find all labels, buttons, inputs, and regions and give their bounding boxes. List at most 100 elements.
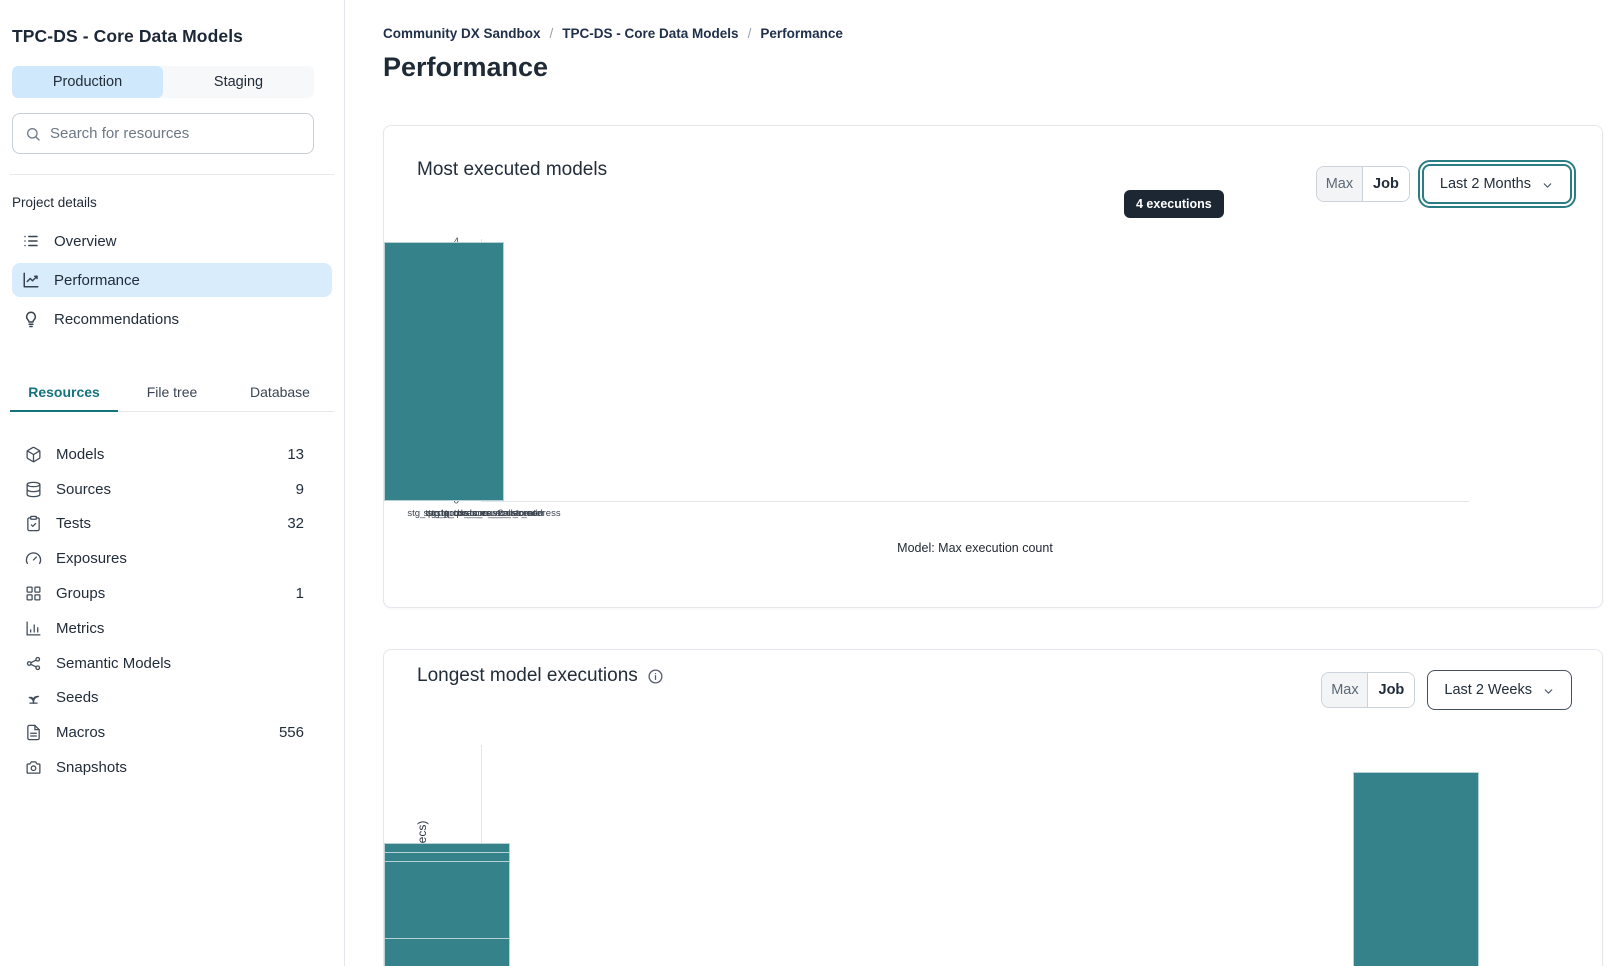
period-dropdown-value: Last 2 Months [1439, 176, 1531, 192]
bar[interactable] [1353, 772, 1479, 966]
resource-label: Macros [56, 724, 106, 742]
chevron-down-icon [1541, 179, 1554, 192]
environment-toggle: Production Staging [12, 66, 314, 98]
breadcrumb-separator: / [549, 26, 554, 41]
sidebar-item-label: Performance [54, 271, 140, 289]
info-icon[interactable] [647, 668, 664, 685]
x-tick: stg_tpcds_core__call_center [423, 508, 545, 519]
chart-title: Most executed models [417, 159, 608, 180]
resource-label: Sources [56, 480, 112, 498]
x-tick: stores.v2 [464, 508, 504, 519]
database-icon [25, 480, 43, 498]
sidebar-item-overview[interactable]: Overview [12, 224, 332, 258]
resource-item-sources[interactable]: Sources 9 [12, 472, 304, 507]
x-tick: stg_tpcds_core__customer_address [407, 508, 561, 519]
resource-label: Seeds [56, 689, 99, 707]
breadcrumb-separator: / [747, 26, 752, 41]
production-toggle-button[interactable]: Production [12, 66, 163, 98]
resource-label: Metrics [56, 619, 105, 637]
sidebar-item-label: Overview [54, 232, 117, 250]
x-tick: stg_tpcds_core__customer [426, 508, 542, 519]
divider [10, 174, 334, 175]
page-title: Performance [383, 52, 549, 82]
resource-count: 556 [278, 724, 304, 742]
project-nav: Overview Performance Recommendations [12, 224, 332, 336]
y-tick: 0 [453, 495, 459, 507]
x-tick: stg_tpcds_core__store [435, 508, 533, 519]
job-button[interactable]: Job [1368, 673, 1415, 707]
sidebar-item-performance[interactable]: Performance [12, 263, 332, 297]
aggregation-toggle: Max Job [1321, 672, 1416, 708]
most-executed-models-card: Most executed models Max Job Last 2 Mont… [383, 125, 1603, 608]
resource-label: Snapshots [56, 759, 127, 777]
resource-label: Tests [56, 515, 92, 533]
max-button[interactable]: Max [1316, 167, 1363, 201]
camera-icon [25, 759, 43, 777]
period-dropdown[interactable]: Last 2 Months [1417, 160, 1577, 208]
chart-tooltip: 4 executions [1124, 190, 1224, 218]
x-axis-title: Model: Max execution count [897, 541, 1053, 555]
max-button[interactable]: Max [1322, 673, 1369, 707]
resource-count: 1 [295, 585, 304, 603]
search-icon [25, 126, 41, 142]
aggregation-toggle: Max Job [1315, 166, 1410, 202]
grid-icon [25, 585, 43, 603]
sidebar-item-recommendations[interactable]: Recommendations [12, 302, 332, 336]
bar[interactable] [384, 242, 504, 501]
tab-database[interactable]: Database [250, 384, 310, 400]
project-details-label: Project details [12, 195, 97, 210]
resource-item-seeds[interactable]: Seeds [12, 681, 304, 716]
tab-file-tree[interactable]: File tree [146, 384, 198, 400]
clipboard-check-icon [25, 515, 43, 533]
x-axis-line [481, 501, 1469, 502]
tab-resources[interactable]: Resources [10, 376, 118, 412]
project-title: TPC-DS - Core Data Models [12, 26, 243, 46]
resource-label: Models [56, 445, 105, 463]
search-input[interactable] [50, 125, 301, 142]
graph-nodes-icon [25, 654, 43, 672]
bar[interactable] [384, 938, 510, 966]
resource-item-exposures[interactable]: Exposures [12, 541, 304, 576]
sidebar: TPC-DS - Core Data Models Production Sta… [0, 0, 345, 966]
resource-item-macros[interactable]: Macros 556 [12, 715, 304, 750]
longest-model-executions-card: Longest model executions Max Job Last 2 … [383, 649, 1603, 966]
resource-count: 32 [287, 515, 304, 533]
resource-label: Exposures [56, 550, 127, 568]
breadcrumb-link-project[interactable]: TPC-DS - Core Data Models [562, 26, 739, 41]
chart-controls: Max Job Last 2 Months [1315, 160, 1577, 208]
breadcrumb-current: Performance [760, 26, 843, 41]
chevron-down-icon [1542, 685, 1555, 698]
resource-label: Semantic Models [56, 654, 172, 672]
resource-item-snapshots[interactable]: Snapshots [12, 750, 304, 785]
resource-item-groups[interactable]: Groups 1 [12, 576, 304, 611]
period-dropdown[interactable]: Last 2 Weeks [1427, 670, 1572, 710]
line-chart-icon [22, 271, 41, 290]
period-dropdown-value: Last 2 Weeks [1444, 682, 1532, 698]
lightbulb-icon [22, 310, 41, 329]
breadcrumb: Community DX Sandbox / TPC-DS - Core Dat… [383, 26, 1603, 41]
cube-icon [25, 445, 43, 463]
gauge-icon [25, 550, 43, 568]
main-content: Community DX Sandbox / TPC-DS - Core Dat… [345, 0, 1621, 966]
staging-toggle-button[interactable]: Staging [163, 66, 314, 98]
sidebar-tabs: Resources File tree Database [10, 376, 334, 412]
chart-title: Longest model executions [417, 665, 664, 687]
search-box[interactable] [12, 113, 314, 154]
job-button[interactable]: Job [1362, 167, 1409, 201]
list-icon [22, 232, 41, 251]
resource-item-tests[interactable]: Tests 32 [12, 507, 304, 542]
resource-count: 13 [287, 445, 304, 463]
file-text-icon [25, 724, 43, 742]
resource-item-semantic-models[interactable]: Semantic Models [12, 646, 304, 681]
sprout-icon [25, 689, 43, 707]
chart-controls: Max Job Last 2 Weeks [1321, 670, 1572, 710]
sidebar-item-label: Recommendations [54, 310, 180, 328]
resource-label: Groups [56, 585, 106, 603]
bar-chart-icon [25, 619, 43, 637]
resource-count: 9 [295, 480, 304, 498]
breadcrumb-link-account[interactable]: Community DX Sandbox [383, 26, 541, 41]
resource-list: Models 13 Sources 9 Tests 32 [12, 437, 304, 785]
resource-item-models[interactable]: Models 13 [12, 437, 304, 472]
resource-item-metrics[interactable]: Metrics [12, 611, 304, 646]
